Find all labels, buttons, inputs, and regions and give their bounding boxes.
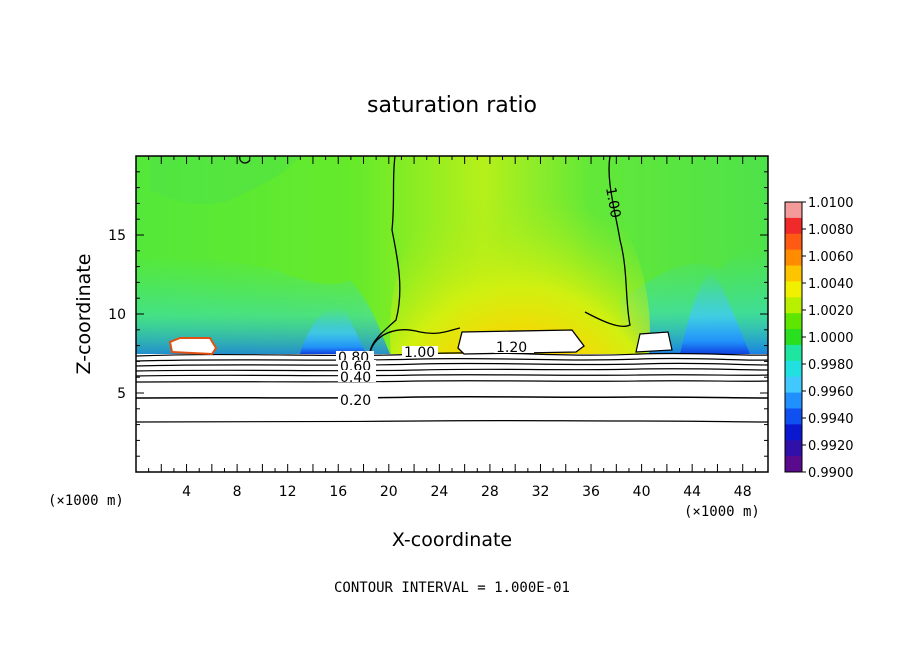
y-tick-label: 5 [117, 386, 126, 402]
cloud-right-blob [635, 331, 673, 353]
x-unit-right: (×1000 m) [684, 504, 760, 520]
x-tick-label: 20 [380, 484, 398, 500]
colorbar-tick-label: 0.9940 [808, 412, 854, 427]
colorbar-swatch [785, 344, 802, 362]
colorbar-swatch [785, 440, 802, 457]
colorbar-tick-label: 1.0020 [808, 304, 854, 319]
colorbar-swatch [785, 202, 802, 219]
x-axis-ticks: 4 8 12 16 20 24 28 32 36 40 44 48 [148, 156, 756, 500]
y-tick-label: 15 [108, 228, 126, 244]
plot-area [136, 156, 768, 472]
x-unit-left: (×1000 m) [48, 493, 124, 509]
colorbar-swatch [785, 376, 802, 394]
colorbar-swatch [785, 233, 802, 251]
x-tick-label: 16 [329, 484, 347, 500]
colorbar-tick-label: 0.9960 [808, 385, 854, 400]
colorbar-tick-label: 1.0080 [808, 223, 854, 238]
y-tick-label: 10 [108, 307, 126, 323]
colorbar-swatch [785, 456, 802, 473]
colorbar-tick-label: 1.0060 [808, 250, 854, 265]
cloud-left-blob [168, 337, 218, 356]
colorbar-tick-label: 0.9980 [808, 358, 854, 373]
x-tick-label: 8 [233, 484, 242, 500]
x-axis-label: X-coordinate [392, 529, 512, 551]
field-top-left [150, 156, 300, 205]
colorbar-swatch [785, 424, 802, 441]
contour-lines-lower [136, 352, 768, 423]
colorbar-swatch [785, 281, 802, 298]
colorbar-swatch [785, 329, 802, 346]
colorbar-swatch [785, 249, 802, 267]
colorbar-swatch [785, 217, 802, 235]
x-tick-label: 44 [683, 484, 701, 500]
contour-label-100-high: 1.00 [602, 186, 623, 219]
colorbar-tick-label: 1.0040 [808, 277, 854, 292]
colorbar-tick-label: 1.0000 [808, 331, 854, 346]
colorbar-tick-label: 0.9920 [808, 439, 854, 454]
field-plume-left [300, 307, 366, 354]
field-lower [136, 354, 768, 472]
colorbar-tick-label: 0.9900 [808, 466, 854, 481]
y-axis-label: Z-coordinate [73, 254, 95, 375]
y-axis-ticks: 5 10 15 [108, 171, 768, 457]
colorbar-swatch [785, 392, 802, 409]
colorbar-swatch [785, 265, 802, 282]
contour-label-020: 0.20 [340, 393, 371, 409]
contour-label-040: 0.40 [340, 370, 371, 386]
colorbar-swatch [785, 360, 802, 378]
colorbar: 1.0100 1.0080 1.0060 1.0040 1.0020 1.0000 0.99… [784, 196, 854, 481]
x-tick-label: 32 [532, 484, 550, 500]
x-tick-label: 40 [633, 484, 651, 500]
contour-label-100-low: 1.00 [404, 345, 435, 361]
chart-title: saturation ratio [367, 93, 537, 118]
contour-label-120: 1.20 [496, 340, 527, 356]
x-tick-label: 36 [582, 484, 600, 500]
contour-lines-upper [239, 156, 631, 353]
x-tick-label: 24 [430, 484, 448, 500]
contour-label-group: 0.80 0.60 0.40 0.20 1.00 1.20 1.00 [336, 186, 623, 409]
x-tick-label: 48 [734, 484, 752, 500]
x-tick-label: 4 [182, 484, 191, 500]
x-tick-label: 28 [481, 484, 499, 500]
x-tick-label: 12 [279, 484, 297, 500]
colorbar-swatch [785, 408, 802, 425]
colorbar-swatch [785, 297, 802, 314]
colorbar-swatch [785, 313, 802, 330]
contour-interval-note: CONTOUR INTERVAL = 1.000E-01 [334, 580, 570, 596]
colorbar-tick-label: 1.0100 [808, 196, 854, 211]
field-plume-right [680, 270, 750, 354]
